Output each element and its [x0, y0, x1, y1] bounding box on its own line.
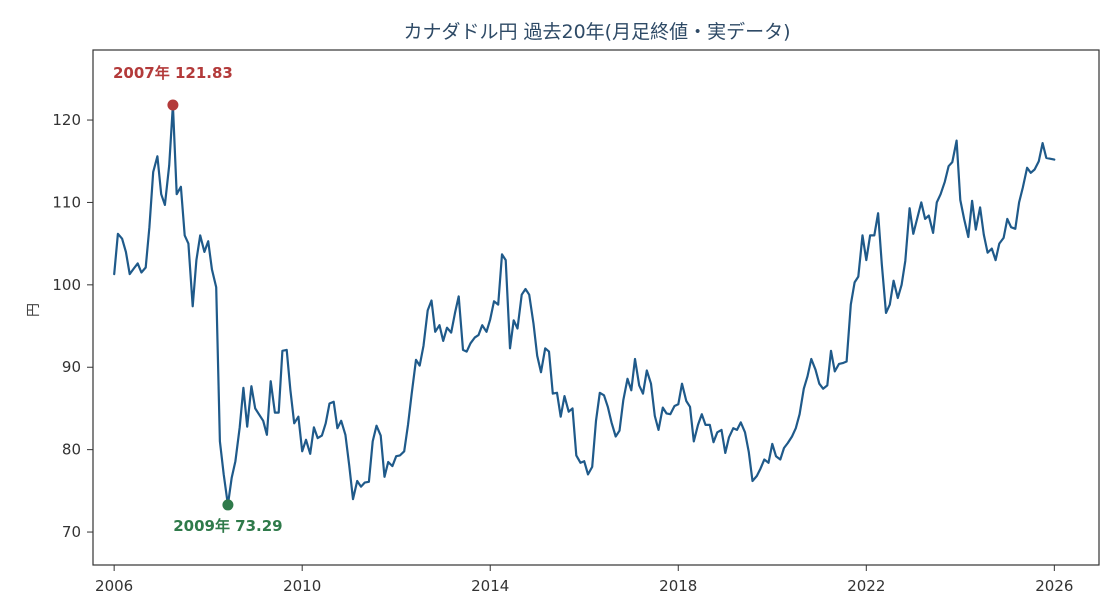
x-tick-label: 2014: [471, 577, 509, 595]
y-tick-label: 120: [52, 111, 81, 129]
y-axis-ticks: 70 80 90 100 110 120: [52, 111, 93, 541]
x-tick-label: 2006: [95, 577, 133, 595]
chart-title: カナダドル円 過去20年(月足終値・実データ): [403, 21, 790, 43]
annotations: 2007年 121.83 2009年 73.29: [113, 64, 283, 535]
y-tick-label: 70: [62, 523, 81, 541]
annotation-label: 2009年 73.29: [173, 517, 282, 535]
y-tick-label: 110: [52, 193, 81, 211]
annotation-marker: [167, 99, 179, 111]
annotation-marker: [222, 499, 234, 511]
plot-area-frame: [92, 49, 1100, 566]
series-line-cad-jpy: [113, 103, 1056, 506]
x-axis-ticks: 2006 2010 2014 2018 2022 2026: [95, 565, 1073, 595]
y-axis-label: 円: [26, 303, 42, 317]
y-tick-label: 80: [62, 441, 81, 459]
annotation-label: 2007年 121.83: [113, 64, 233, 82]
x-tick-label: 2010: [283, 577, 321, 595]
x-tick-label: 2026: [1035, 577, 1073, 595]
y-tick-label: 90: [62, 358, 81, 376]
x-tick-label: 2022: [847, 577, 885, 595]
y-tick-label: 100: [52, 276, 81, 294]
x-tick-label: 2018: [659, 577, 697, 595]
